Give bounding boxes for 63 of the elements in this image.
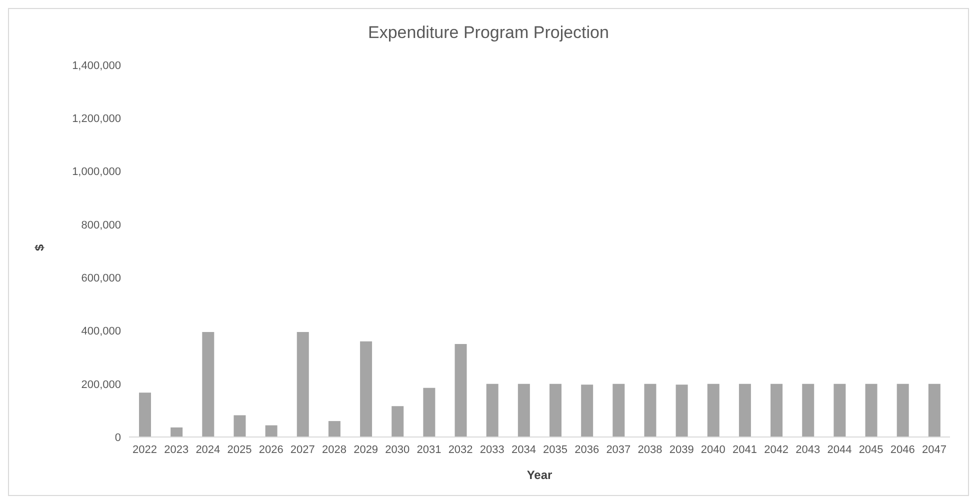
x-tick-label: 2046: [890, 444, 915, 456]
bar: [328, 421, 340, 437]
x-tick-label: 2039: [669, 444, 694, 456]
bar: [550, 384, 562, 437]
bar: [896, 384, 909, 437]
bar: [612, 384, 625, 437]
x-tick-label: 2029: [354, 444, 378, 456]
bar: [865, 384, 878, 437]
y-tick-label: 1,400,000: [72, 60, 121, 72]
bar: [738, 384, 751, 437]
bar: [518, 384, 530, 437]
bar: [392, 406, 404, 437]
bar: [423, 388, 436, 437]
bar: [928, 384, 940, 437]
x-tick-label: 2047: [922, 444, 946, 456]
bar: [296, 332, 309, 437]
x-tick-label: 2032: [448, 444, 473, 456]
bar: [834, 384, 846, 437]
x-tick-label: 2045: [858, 444, 884, 456]
y-tick-label: 800,000: [81, 219, 121, 232]
x-tick-label: 2033: [480, 444, 504, 456]
x-tick-label: 2026: [258, 444, 284, 456]
x-tick-label: 2035: [543, 444, 568, 456]
x-tick-label: 2024: [196, 444, 220, 456]
x-tick-label: 2031: [416, 444, 442, 456]
bar: [486, 384, 498, 437]
bar: [202, 332, 214, 437]
bar: [265, 425, 278, 437]
x-tick-label: 2038: [638, 444, 662, 456]
x-tick-label: 2037: [606, 444, 631, 456]
bar: [581, 384, 594, 437]
bar: [360, 341, 372, 437]
bar: [644, 384, 656, 437]
x-tick-label: 2030: [385, 444, 410, 456]
x-tick-label: 2025: [227, 444, 252, 456]
x-tick-label: 2042: [764, 444, 789, 456]
bar: [707, 384, 720, 437]
bar: [676, 384, 688, 437]
x-tick-label: 2036: [574, 444, 600, 456]
bar: [454, 344, 467, 437]
y-tick-label: 1,000,000: [72, 166, 121, 178]
y-tick-label: 400,000: [81, 326, 121, 338]
bar: [170, 427, 183, 437]
x-tick-label: 2040: [700, 444, 726, 456]
x-tick-label: 2028: [322, 444, 346, 456]
bar: [139, 392, 151, 437]
y-tick-label: 0: [114, 432, 121, 444]
bar: [770, 384, 783, 437]
y-tick-label: 1,200,000: [72, 113, 121, 126]
y-tick-label: 600,000: [81, 272, 121, 284]
chart-title: Expenditure Program Projection: [367, 23, 610, 43]
x-tick-label: 2023: [164, 444, 189, 456]
x-tick-label: 2034: [511, 444, 536, 456]
x-tick-label: 2043: [796, 444, 820, 456]
x-tick-label: 2041: [732, 444, 757, 456]
x-tick-label: 2044: [827, 444, 852, 456]
bar: [802, 384, 814, 437]
x-axis-title: Year: [526, 468, 553, 482]
x-tick-label: 2022: [132, 444, 158, 456]
bar: [234, 415, 246, 437]
x-tick-label: 2027: [290, 444, 315, 456]
y-tick-label: 200,000: [81, 378, 121, 391]
y-axis-title: $: [32, 244, 46, 251]
